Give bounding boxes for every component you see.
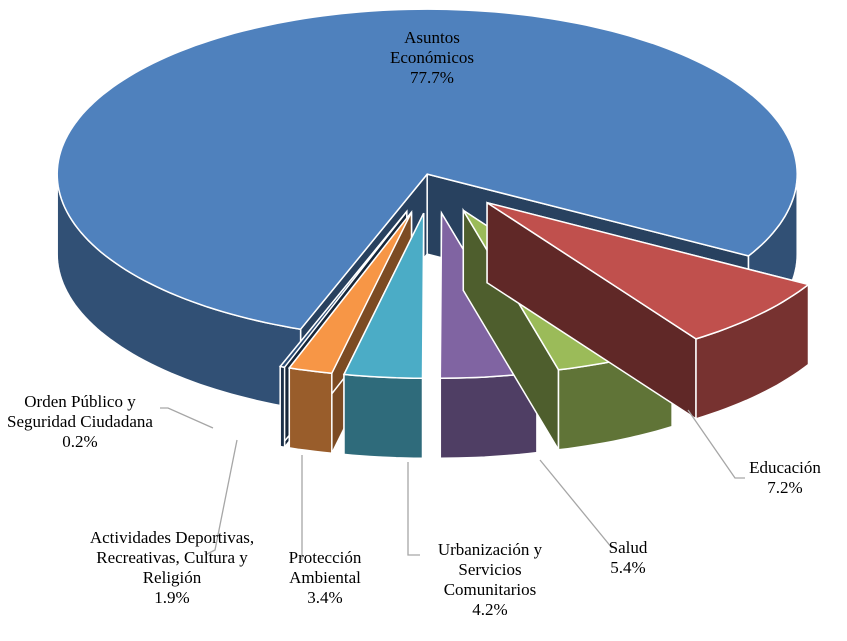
value-label: 77.7% bbox=[410, 68, 454, 87]
value-label: 4.2% bbox=[472, 600, 508, 619]
leader-line bbox=[204, 439, 238, 556]
category-label: Urbanización y Servicios Comunitarios bbox=[437, 540, 543, 599]
leader-line bbox=[687, 409, 745, 479]
data-label: Orden Público y Seguridad Ciudadana 0.2% bbox=[0, 392, 160, 452]
data-label: Urbanización y Servicios Comunitarios 4.2… bbox=[415, 540, 565, 620]
value-label: 3.4% bbox=[307, 588, 343, 607]
category-label: Protección Ambiental bbox=[288, 548, 362, 587]
data-label: Asuntos Económicos 77.7% bbox=[372, 28, 492, 88]
category-label: Educación bbox=[749, 458, 821, 477]
category-label: Orden Público y Seguridad Ciudadana bbox=[7, 392, 153, 431]
leader-line bbox=[539, 459, 613, 549]
slice bbox=[287, 211, 413, 375]
category-label: Salud bbox=[608, 538, 648, 557]
data-label: Protección Ambiental 3.4% bbox=[270, 548, 380, 608]
leader-line bbox=[160, 407, 214, 429]
leader-line bbox=[407, 462, 420, 556]
data-label: Educación 7.2% bbox=[735, 458, 835, 498]
slice bbox=[56, 8, 798, 331]
slice-side bbox=[279, 365, 286, 449]
slice-side bbox=[343, 373, 424, 459]
data-label: Salud 5.4% bbox=[598, 538, 658, 578]
category-label: Asuntos Económicos bbox=[389, 28, 475, 67]
value-label: 7.2% bbox=[767, 478, 803, 497]
value-label: 5.4% bbox=[610, 558, 646, 577]
value-label: 0.2% bbox=[62, 432, 98, 451]
data-label: Actividades Deportivas, Recreativas, Cul… bbox=[82, 528, 262, 608]
slice bbox=[486, 201, 811, 340]
slice bbox=[342, 212, 425, 379]
slice bbox=[278, 211, 408, 369]
value-label: 1.9% bbox=[154, 588, 190, 607]
slice-side bbox=[288, 367, 333, 455]
category-label: Actividades Deportivas, Recreativas, Cul… bbox=[89, 528, 255, 587]
